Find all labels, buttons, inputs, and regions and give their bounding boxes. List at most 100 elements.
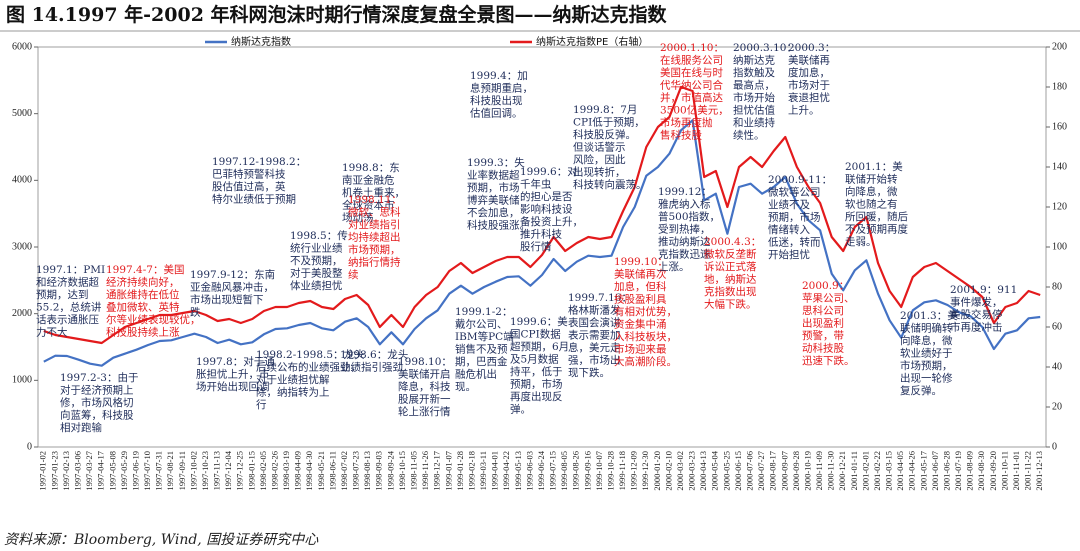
x-tick-label: 2001-04-05 (895, 451, 905, 491)
y2-tick-label: 180 (1052, 81, 1067, 92)
annotation-line: 通胀维持在低位 (106, 288, 180, 301)
x-tick-label: 1999-03-11 (478, 451, 488, 490)
annotation-line: 息预期重启， (470, 82, 533, 95)
x-tick-label: 2000-05-04 (710, 450, 720, 490)
annotation: 1999.4：加息预期重启，科技股出现估值回调。 (470, 70, 533, 120)
annotation-line: 现。 (455, 381, 476, 393)
x-tick-label: 2001-04-26 (907, 451, 917, 491)
annotation-line: 思科公司 (802, 304, 844, 317)
annotation-line: 迅速下跌。 (802, 354, 855, 367)
annotation: 1998.5：传统行业业绩不及预期，对于美股整体业绩担忧 (290, 230, 348, 292)
annotation-line: 股估值过高，英 (212, 180, 286, 193)
annotation-line: 格林斯潘发 (568, 304, 621, 317)
annotation-line: 对于经济预期上 (60, 384, 134, 397)
annotation-line: 期，巴西金 (455, 355, 508, 368)
x-tick-label: 1997-03-27 (84, 451, 94, 491)
annotation-line: 市场预期， (348, 243, 401, 256)
legend-label: 纳斯达克指数PE（右轴） (536, 35, 648, 48)
annotation: 2000.9：苹果公司、思科公司出现盈利预警，带动科技股迅速下跌。 (802, 280, 855, 367)
annotation: 1998.11：微软、思科对业绩指引均持续超出市场预期，纳指行情持续 (348, 194, 402, 281)
annotation-line: 市场再度抛 (660, 116, 713, 129)
annotation-line: 向蓝筹，科技股 (60, 409, 134, 422)
x-tick-label: 2000-11-30 (826, 451, 836, 490)
annotation-line: 走弱。 (845, 236, 877, 248)
annotation-line: 估值回调。 (470, 107, 523, 120)
annotation: 1999.7.16：格林斯潘发表国会演讲表示需要加息，美元走强，市场出现下跌。 (568, 292, 632, 379)
annotation-line: 微软反垄断 (704, 248, 757, 261)
source-note: 资料来源：Bloomberg, Wind, 国投证券研究中心 (4, 532, 319, 548)
annotation-line: 市场开始 (733, 91, 775, 104)
annotation-line: 备投资上升， (520, 215, 583, 228)
x-tick-label: 2000-11-09 (814, 451, 824, 490)
annotation-line: 推动纳斯达 (658, 235, 711, 248)
annotation: 1997.9-12：东南亚金融风暴冲击，市场出现短暂下跌 (190, 268, 275, 319)
annotation-line: 3500亿美元， (660, 104, 729, 117)
annotation-line: 1998.8：东 (342, 161, 400, 174)
annotation-line: 2000.3.10： (733, 42, 797, 54)
annotation-line: 诉讼正式落 (704, 260, 757, 273)
annotation-line: 跌 (190, 306, 201, 319)
annotation-line: 续 (348, 268, 359, 281)
x-tick-label: 2001-01-11 (849, 451, 859, 490)
annotation-line: 微软、思科 (348, 206, 401, 219)
annotation: 1998.2-1998.5：龙头后续公布的业绩强劲，对于业绩担忧解除，纳指转为上… (256, 348, 365, 411)
annotation-line: 科技转向震荡。 (573, 178, 647, 191)
annotation-line: 2000.4.3： (704, 236, 761, 248)
annotation-line: 55.2，总统讲 (36, 301, 102, 314)
annotation-line: 度加息， (788, 66, 830, 79)
annotation-line: 指数触及 (733, 66, 775, 79)
annotation-line: 受到热捧， (658, 223, 711, 236)
y-tick-label: 2000 (12, 308, 32, 319)
x-tick-label: 1998-12-17 (432, 451, 442, 491)
annotation-line: 美联储再次 (614, 268, 667, 281)
y-tick-label: 0 (27, 441, 32, 452)
x-tick-label: 1997-10-02 (188, 451, 198, 491)
y-tick-label: 5000 (12, 108, 32, 119)
x-tick-label: 1998-02-05 (258, 451, 268, 491)
x-tick-label: 1997-04-17 (96, 451, 106, 491)
x-tick-label: 1997-03-06 (73, 451, 83, 491)
annotation: 2000.3.10：纳斯达克指数触及最高点，市场开始担忧估值和业绩持续性。 (733, 42, 797, 142)
chart-title: 图 14.1997 年-2002 年科网泡沫时期行情深度复盘全景图——纳斯达克指… (6, 3, 668, 26)
annotation-line: 科技股反弹。 (573, 128, 636, 141)
x-tick-label: 1998-05-21 (316, 451, 326, 491)
annotation-line: 情绪转入 (768, 223, 810, 236)
title-bar (0, 0, 1080, 30)
annotation-line: 但谈话警示 (573, 141, 626, 154)
annotation-line: 微软等公司 (768, 186, 821, 199)
annotation-line: 2000.1.10： (660, 42, 724, 54)
annotation-line: 市场迎来最 (614, 343, 667, 356)
annotation-line: 1998.2-1998.5：龙头 (256, 348, 365, 361)
x-tick-label: 1997-02-13 (61, 451, 71, 491)
annotation: 1999.10：美联储再次加息，但科技股盈利具有相对优势，资金集中涌入科技板块，… (614, 256, 677, 368)
annotation-line: 市再度冲击 (950, 321, 1003, 334)
y2-tick-label: 140 (1052, 161, 1067, 172)
annotation-line: 向降息，微 (900, 334, 953, 347)
annotation-line: 上升。 (788, 105, 820, 117)
x-tick-label: 1997-12-25 (235, 451, 245, 491)
annotation-line: 1998.10： (398, 356, 452, 368)
annotation-line: 所回暖，随后 (845, 210, 908, 223)
annotation-line: 大幅下跌。 (704, 298, 757, 311)
data-line (43, 119, 1041, 367)
annotation-line: 在线服务公司 (660, 54, 723, 67)
annotation-line: 不及预期， (290, 255, 343, 267)
annotation: 1997.12-1998.2：巴菲特预警科技股估值过高，英特尔业绩低于预期 (212, 156, 306, 206)
x-tick-label: 2000-09-28 (791, 451, 801, 491)
x-tick-label: 2001-06-07 (930, 451, 940, 491)
x-tick-label: 1998-04-09 (293, 451, 303, 491)
annotation: 1999.3：失业率数据超预期，市场博弈美联储不会加息，科技股强涨。 (467, 156, 530, 232)
annotation-line: 体业绩担忧 (290, 279, 343, 292)
annotation-line: 担忧估值 (733, 104, 775, 117)
annotation-line: 向降息，微 (845, 185, 898, 198)
x-tick-label: 2001-05-17 (918, 451, 928, 491)
annotation-line: 大高潮阶段。 (614, 355, 677, 368)
annotation-line: 推升科技 (520, 228, 562, 241)
annotation-line: 胀担忧上升，市 (196, 368, 270, 381)
annotation-line: 预期，市场 (768, 211, 821, 224)
x-tick-label: 2001-10-11 (999, 451, 1009, 490)
annotation-line: 美联储开启 (398, 368, 451, 381)
annotation-line: 2001.9：911 (950, 284, 1017, 296)
annotation-line: 业率数据超 (467, 169, 520, 182)
annotation-line: 出现盈利 (802, 317, 844, 330)
